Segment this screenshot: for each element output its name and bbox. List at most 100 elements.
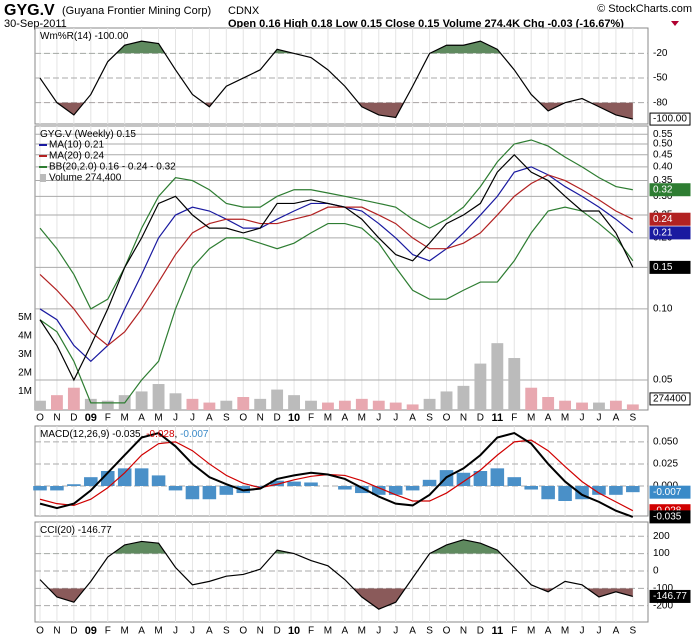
x-tick-label: J xyxy=(596,626,601,637)
panel-frame xyxy=(34,27,649,125)
x-tick-label: N xyxy=(257,626,264,637)
volume-tick-label: 3M xyxy=(18,349,32,360)
volume-bar xyxy=(186,398,199,410)
x-tick-label: M xyxy=(324,413,332,424)
histogram-bar xyxy=(456,472,471,486)
company-name: (Guyana Frontier Mining Corp) xyxy=(62,5,211,17)
histogram-bar xyxy=(304,482,318,486)
x-tick-label: M xyxy=(561,413,569,424)
y-tick-label: 0.55 xyxy=(653,129,673,140)
x-tick-label: M xyxy=(121,626,129,637)
x-tick-label: 10 xyxy=(288,625,300,637)
x-tick-label: F xyxy=(105,626,111,637)
histogram-bar xyxy=(117,468,132,486)
x-tick-label: A xyxy=(545,626,552,637)
x-tick-label: D xyxy=(70,413,77,424)
value-tag-label: 0.32 xyxy=(653,184,673,195)
histogram-bar xyxy=(405,486,420,491)
volume-bar xyxy=(101,400,114,410)
value-tag-label: 0.21 xyxy=(653,228,673,239)
x-tick-label: M xyxy=(527,626,535,637)
volume-bar xyxy=(406,404,419,410)
volume-bar xyxy=(338,400,351,410)
histogram-bar xyxy=(253,486,267,487)
x-tick-label: M xyxy=(358,626,366,637)
volume-bar xyxy=(491,343,504,410)
volume-bar xyxy=(423,398,436,410)
volume-bar xyxy=(203,402,216,410)
volume-bar xyxy=(508,358,521,410)
histogram-bar xyxy=(67,484,81,486)
x-tick-label: 11 xyxy=(492,412,504,424)
histogram-bar xyxy=(422,479,437,486)
x-tick-label: O xyxy=(443,413,451,424)
value-tag-label: 274400 xyxy=(653,394,687,405)
y-tick-label: 200 xyxy=(653,531,670,542)
volume-tick-label: 2M xyxy=(18,368,32,379)
histogram-bar xyxy=(287,481,301,486)
x-tick-label: A xyxy=(409,626,416,637)
x-tick-label: J xyxy=(190,413,195,424)
credit: © StockCharts.com xyxy=(597,3,692,15)
histogram-bar xyxy=(84,477,98,486)
histogram-bar xyxy=(202,486,217,500)
volume-tick-label: 4M xyxy=(18,330,32,341)
value-tag xyxy=(649,112,691,126)
threshold-fill xyxy=(116,41,501,54)
y-tick-label: -20 xyxy=(653,48,668,59)
x-tick-label: S xyxy=(426,413,433,424)
legend-entry: MA(20) 0.24 xyxy=(49,151,104,162)
series-line xyxy=(39,439,634,512)
series-line xyxy=(39,153,634,382)
y-tick-label: 0.30 xyxy=(653,191,673,202)
y-tick-label: 100 xyxy=(653,548,670,559)
volume-bar xyxy=(34,400,46,410)
histogram-bar xyxy=(524,486,538,490)
y-tick-label: 0.50 xyxy=(653,139,673,150)
legend-entry: MA(10) 0.21 xyxy=(49,140,104,151)
value-tag-label: 0.15 xyxy=(653,262,673,273)
y-tick-label: 0.05 xyxy=(653,375,673,386)
x-tick-label: M xyxy=(561,626,569,637)
x-tick-label: J xyxy=(173,626,178,637)
series-line xyxy=(39,539,633,610)
x-tick-label: S xyxy=(426,626,433,637)
value-tag xyxy=(649,183,691,197)
histogram-bar xyxy=(507,477,522,486)
x-tick-label: O xyxy=(239,413,247,424)
volume-bar xyxy=(626,404,639,410)
y-tick-label: 0 xyxy=(653,566,659,577)
x-tick-label: J xyxy=(580,626,585,637)
value-tag-label: -100.00 xyxy=(653,114,687,125)
panel-frame xyxy=(34,521,649,623)
histogram-bar xyxy=(490,468,505,486)
x-tick-label: M xyxy=(324,626,332,637)
legend-entry: Volume 274,400 xyxy=(49,173,122,184)
histogram-bar xyxy=(134,468,149,486)
histogram-bar xyxy=(168,486,183,491)
volume-bar xyxy=(457,385,470,410)
x-tick-label: O xyxy=(36,626,44,637)
date: 30-Sep-2011 xyxy=(4,18,67,30)
volume-bar xyxy=(84,398,97,410)
volume-bar xyxy=(67,387,80,410)
title-part: MACD(12,26,9) -0.035, xyxy=(40,429,146,440)
x-tick-label: J xyxy=(376,626,381,637)
x-tick-label: D xyxy=(477,626,484,637)
x-tick-label: N xyxy=(53,413,60,424)
volume-bar xyxy=(372,400,385,410)
x-tick-label: A xyxy=(138,413,145,424)
panel-title: GYG.V (Weekly) 0.15 xyxy=(40,129,136,140)
histogram-bar xyxy=(100,471,115,486)
x-tick-label: D xyxy=(274,413,281,424)
x-tick-label: F xyxy=(511,626,517,637)
y-tick-label: 0.025 xyxy=(653,459,678,470)
volume-bar xyxy=(559,400,572,410)
x-tick-label: A xyxy=(138,626,145,637)
title-part: , xyxy=(175,429,181,440)
x-tick-label: D xyxy=(477,413,484,424)
volume-bar xyxy=(135,391,148,410)
value-tag xyxy=(649,260,691,274)
title-part: Wm%R(14) -100.00 xyxy=(40,31,129,42)
volume-tick-label: 5M xyxy=(18,312,32,323)
